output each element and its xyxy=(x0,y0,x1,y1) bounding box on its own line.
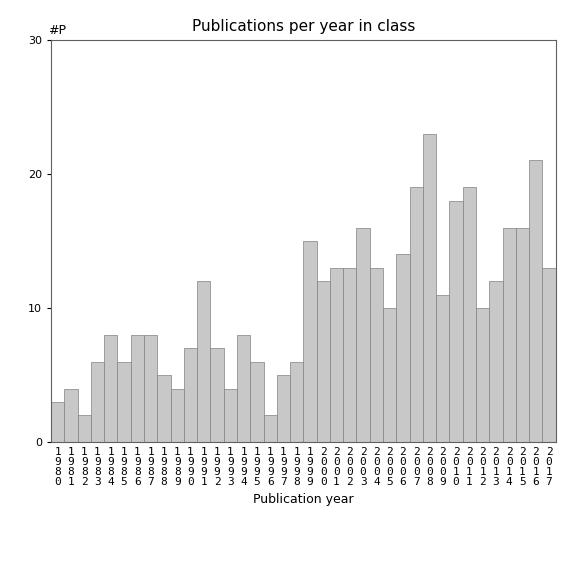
Bar xyxy=(277,375,290,442)
Bar xyxy=(489,281,502,442)
Bar xyxy=(370,268,383,442)
Bar xyxy=(396,255,409,442)
Bar xyxy=(409,187,423,442)
X-axis label: Publication year: Publication year xyxy=(253,493,354,506)
Bar xyxy=(476,308,489,442)
Bar xyxy=(250,362,264,442)
Bar xyxy=(343,268,357,442)
Bar xyxy=(184,348,197,442)
Bar xyxy=(78,416,91,442)
Bar xyxy=(104,335,117,442)
Bar xyxy=(316,281,330,442)
Bar xyxy=(463,187,476,442)
Bar xyxy=(210,348,223,442)
Bar xyxy=(290,362,303,442)
Bar xyxy=(157,375,171,442)
Bar xyxy=(197,281,210,442)
Bar xyxy=(91,362,104,442)
Bar xyxy=(264,416,277,442)
Title: Publications per year in class: Publications per year in class xyxy=(192,19,415,35)
Bar xyxy=(450,201,463,442)
Bar xyxy=(436,295,450,442)
Bar xyxy=(223,388,237,442)
Bar xyxy=(117,362,131,442)
Bar xyxy=(144,335,157,442)
Bar xyxy=(131,335,144,442)
Bar xyxy=(171,388,184,442)
Bar xyxy=(357,227,370,442)
Bar xyxy=(529,160,543,442)
Text: #P: #P xyxy=(48,24,66,37)
Bar xyxy=(330,268,343,442)
Bar xyxy=(423,134,436,442)
Bar xyxy=(383,308,396,442)
Bar xyxy=(51,402,64,442)
Bar xyxy=(543,268,556,442)
Bar xyxy=(516,227,529,442)
Bar xyxy=(303,241,316,442)
Bar xyxy=(64,388,78,442)
Bar xyxy=(502,227,516,442)
Bar xyxy=(237,335,250,442)
